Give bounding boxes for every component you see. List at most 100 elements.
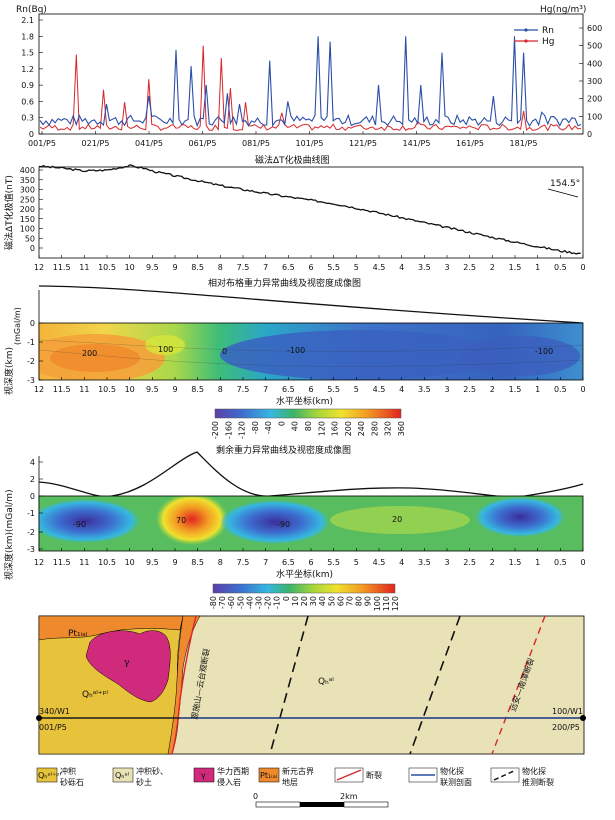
x-tick-label: 1.5 bbox=[509, 558, 522, 567]
x-tick-label: 4 bbox=[399, 263, 404, 272]
rn-hg-x-tick: 141/P5 bbox=[403, 139, 431, 148]
x-tick-label: 7.5 bbox=[237, 558, 250, 567]
azimuth-marker: 154.5° bbox=[547, 179, 580, 198]
legend-text-6a: 物化探 bbox=[440, 766, 464, 776]
x-tick-label: 3 bbox=[444, 558, 449, 567]
residual-y-tick: -1 bbox=[27, 509, 35, 518]
rn-tick: 0.6 bbox=[21, 97, 34, 106]
map-label-right-bot: 200/P5 bbox=[552, 723, 580, 732]
residual-title: 剩余重力异常曲线及视密度成像图 bbox=[216, 444, 351, 456]
rn-hg-x-tick: 021/P5 bbox=[82, 139, 110, 148]
x-tick-label: 0 bbox=[580, 263, 585, 272]
colorbar-label: 110 bbox=[382, 596, 391, 611]
residual-y-label: 视深度(km)(mGal/m) bbox=[3, 489, 15, 580]
legend-text-1a: 冲积 bbox=[60, 766, 76, 776]
magnetic-title: 磁法ΔT化极曲线图 bbox=[255, 154, 330, 166]
colorbar-label: 80 bbox=[304, 421, 313, 431]
rn-hg-x-tick: 161/P5 bbox=[456, 139, 484, 148]
geological-map: Pt₁ᵢₐₗ γ Qₕᵃˡ⁺ᵖˡ Qₕᵃˡ 340/W1 001/P5 100/… bbox=[36, 615, 586, 755]
colorbar-label: 120 bbox=[317, 421, 326, 436]
x-tick-label: 1 bbox=[535, 263, 540, 272]
residual-y-tick: 2 bbox=[30, 475, 35, 484]
x-tick-label: 3 bbox=[444, 385, 449, 394]
mag-y-tick: 200 bbox=[20, 205, 35, 214]
hg-tick: 0 bbox=[587, 130, 592, 139]
residual-x-label: 水平坐标(km) bbox=[276, 568, 333, 580]
legend-rn: Rn bbox=[542, 26, 554, 36]
colorbar-label: 90 bbox=[364, 596, 373, 606]
bouguer-curve bbox=[38, 285, 584, 324]
colorbar-label: 10 bbox=[291, 596, 300, 606]
rn-hg-x-tick: 041/P5 bbox=[135, 139, 163, 148]
hg-axis-label: Hg(ng/m³) bbox=[540, 5, 586, 15]
x-tick-label: 1.5 bbox=[509, 385, 522, 394]
x-tick-label: 4.5 bbox=[373, 263, 386, 272]
x-tick-label: 10.5 bbox=[98, 558, 116, 567]
residual-y-ticks: 4 2 0 -1 -2 -3 bbox=[27, 458, 43, 554]
x-tick-label: 10.5 bbox=[98, 263, 116, 272]
hg-tick: 400 bbox=[587, 59, 602, 68]
x-tick-label: 11.5 bbox=[53, 385, 71, 394]
map-label-qapl: Qₕᵃˡ⁺ᵖˡ bbox=[82, 690, 108, 700]
hg-tick: 300 bbox=[587, 77, 602, 86]
x-tick-label: 1.5 bbox=[509, 263, 522, 272]
legend-hg: Hg bbox=[542, 37, 554, 47]
bouguer-contour-0: 0 bbox=[222, 347, 227, 356]
magnetic-curve bbox=[38, 164, 581, 255]
pt-unit bbox=[38, 615, 184, 641]
residual-chart: 剩余重力异常曲线及视密度成像图 -90 70 -90 20 视深度(km)(mG… bbox=[3, 444, 586, 611]
x-tick-label: 10 bbox=[125, 558, 135, 567]
mag-y-tick: 250 bbox=[20, 195, 35, 204]
x-tick-label: 8 bbox=[218, 385, 223, 394]
x-tick-label: 2.5 bbox=[463, 385, 476, 394]
colorbar-label: 30 bbox=[309, 596, 318, 606]
x-tick-label: 9.5 bbox=[146, 385, 159, 394]
fault-line-1 bbox=[171, 615, 197, 755]
x-tick-label: 0.5 bbox=[554, 558, 567, 567]
x-tick-label: 9 bbox=[172, 385, 177, 394]
map-label-left-top: 340/W1 bbox=[39, 707, 70, 716]
bouguer-y-tick: -1 bbox=[27, 338, 35, 347]
map-legend: Qₕᵃˡ⁺ᵖˡ 冲积 砂砾石 Qₕᵃˡ 冲积砂、 砂土 γ 华力西期 侵入岩 P… bbox=[36, 766, 554, 787]
x-tick-label: 9 bbox=[172, 558, 177, 567]
legend-text-2b: 砂土 bbox=[136, 777, 152, 787]
colorbar-label: -70 bbox=[218, 596, 227, 609]
x-tick-label: 8.5 bbox=[191, 385, 204, 394]
bouguer-chart: 相对布格重力异常曲线及视密度成像图 200 100 0 -100 -100 视深… bbox=[3, 277, 586, 439]
mag-y-tick: 400 bbox=[20, 166, 35, 175]
rn-series-line bbox=[39, 36, 582, 128]
scale-2km: 2km bbox=[340, 792, 358, 801]
x-tick-label: 7 bbox=[263, 385, 268, 394]
colorbar-label: -10 bbox=[273, 596, 282, 609]
x-tick-label: 0.5 bbox=[554, 263, 567, 272]
x-tick-label: 8.5 bbox=[191, 263, 204, 272]
rn-tick: 2.1 bbox=[21, 16, 34, 25]
colorbar-label: 40 bbox=[318, 596, 327, 606]
rn-hg-x-tick: 081/P5 bbox=[242, 139, 270, 148]
fault-line-2 bbox=[491, 615, 546, 755]
rn-hg-x-tick: 001/P5 bbox=[28, 139, 56, 148]
bouguer-y-tick: -2 bbox=[27, 357, 35, 366]
x-tick-label: 11.5 bbox=[53, 263, 71, 272]
rn-tick: 1.5 bbox=[21, 49, 34, 58]
x-tick-label: 1 bbox=[535, 385, 540, 394]
colorbar-label: -160 bbox=[224, 421, 233, 439]
colorbar-label: -60 bbox=[227, 596, 236, 609]
x-tick-label: 6.5 bbox=[282, 385, 295, 394]
residual-x-ticks: 12 11.5 11 10.5 10 9.5 9 8.5 8 7.5 7 6.5 6 5.5 5 4.5 4 3.… bbox=[34, 548, 586, 567]
x-tick-label: 11 bbox=[79, 558, 89, 567]
x-tick-label: 7 bbox=[263, 558, 268, 567]
bouguer-colorbar-labels: -200 -160 -120 -80 -40 0 40 80 120 160 200 240 280 32… bbox=[211, 421, 406, 439]
legend-text-4a: 新元古界 bbox=[282, 766, 314, 776]
x-tick-label: 1 bbox=[535, 558, 540, 567]
x-tick-label: 5 bbox=[354, 385, 359, 394]
x-tick-label: 6 bbox=[308, 558, 313, 567]
x-tick-label: 5 bbox=[354, 558, 359, 567]
hg-series-line bbox=[39, 45, 582, 132]
x-tick-label: 5.5 bbox=[327, 385, 340, 394]
colorbar-label: -50 bbox=[236, 596, 245, 609]
colorbar-label: -80 bbox=[209, 596, 218, 609]
colorbar-label: 240 bbox=[357, 421, 366, 436]
legend-code-2: Qₕᵃˡ bbox=[115, 771, 129, 780]
granite-unit bbox=[85, 630, 171, 703]
